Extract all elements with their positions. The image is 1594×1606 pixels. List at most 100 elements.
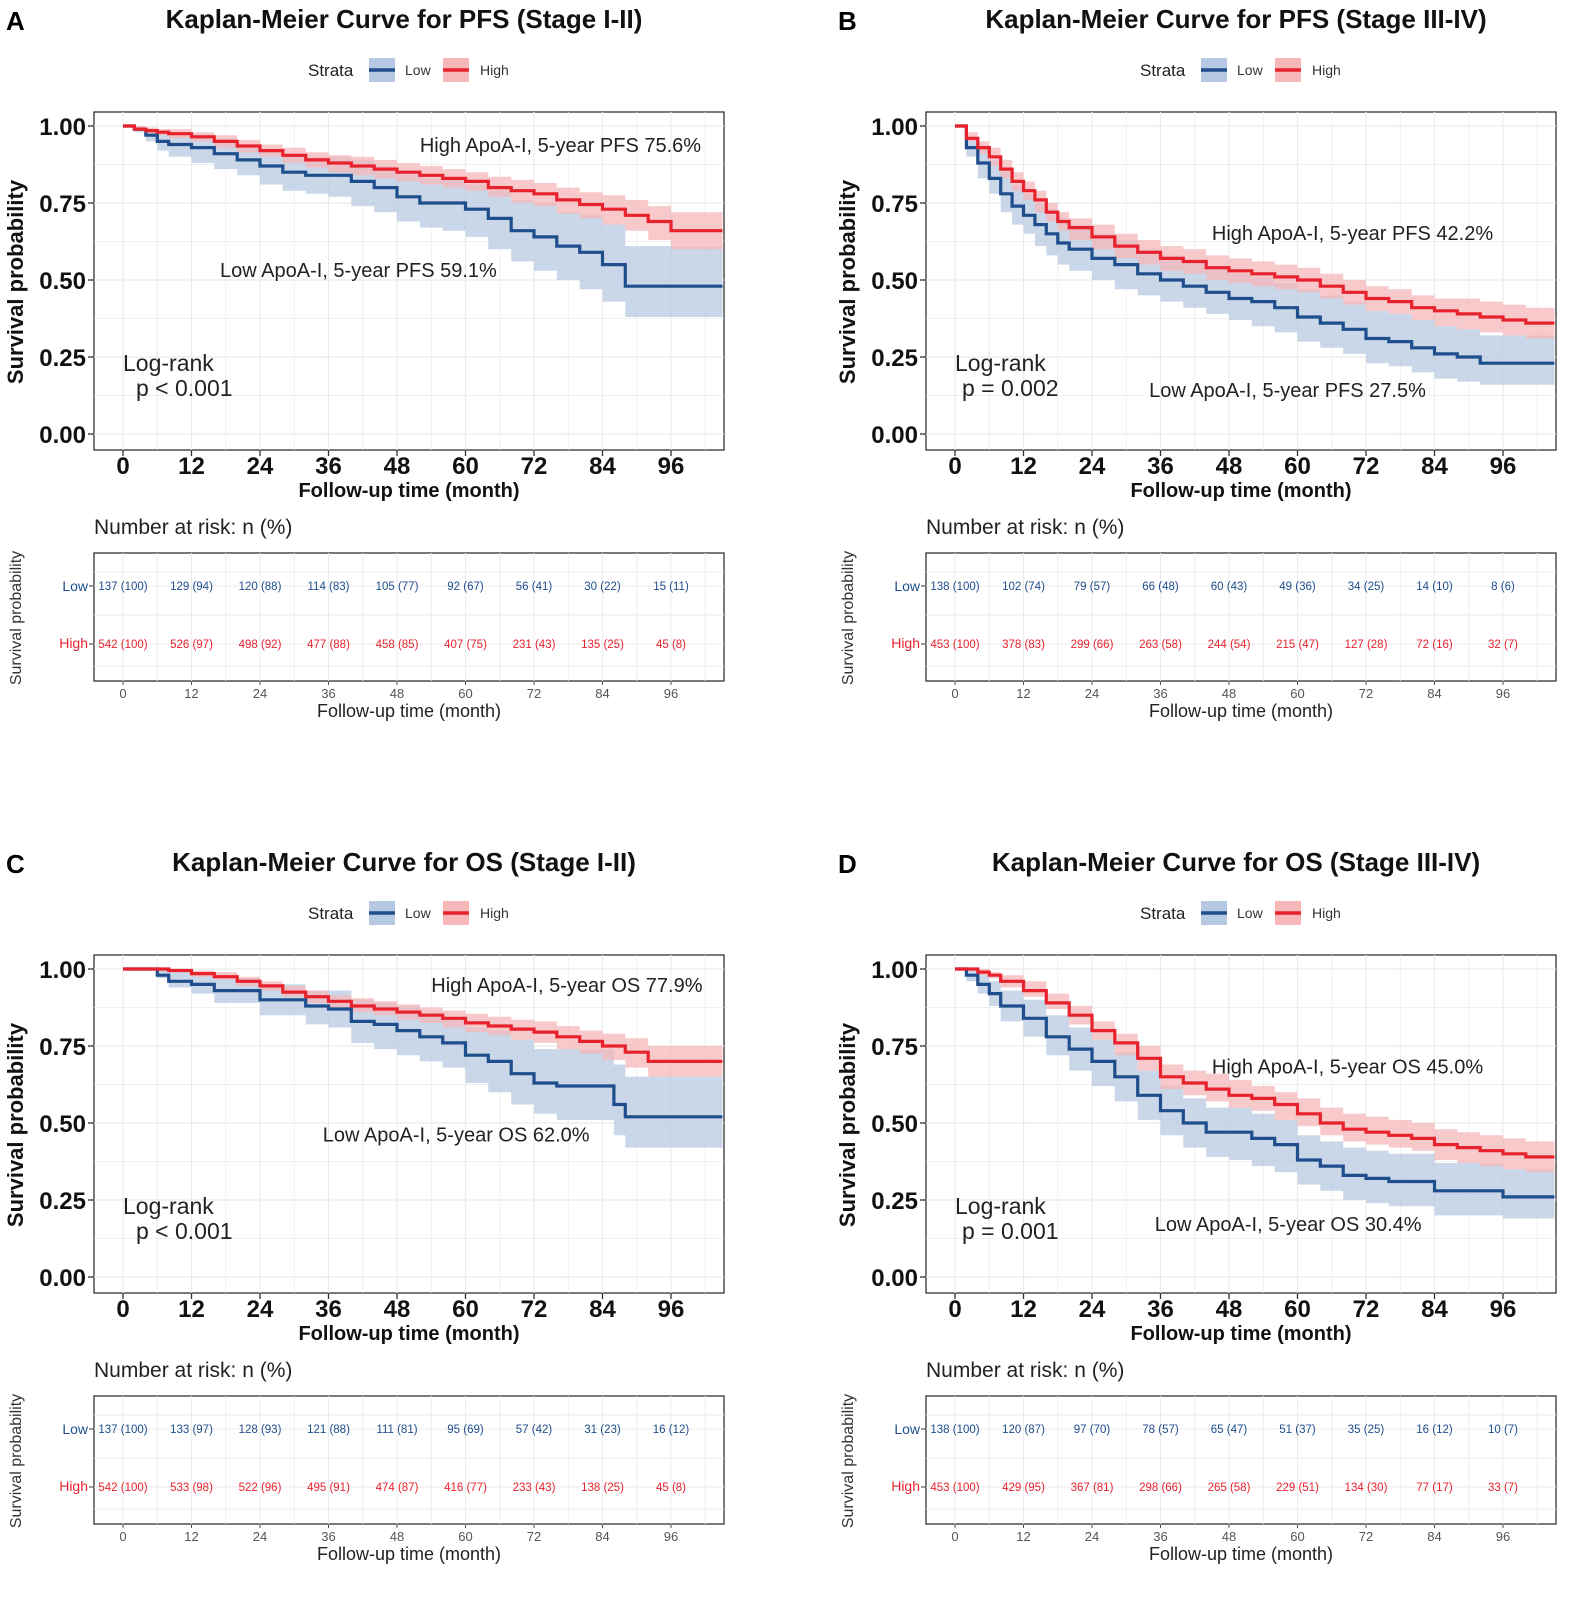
risk-cell-low: 30 (22) — [584, 581, 621, 593]
km-curve-high — [123, 124, 723, 233]
risk-x-axis-label: Follow-up time (month) — [317, 1544, 501, 1564]
risk-gridlines — [926, 553, 1556, 681]
legend-title: Strata — [1140, 904, 1186, 923]
risk-x-tick-label: 84 — [1427, 686, 1441, 701]
risk-cell-high: 416 (77) — [444, 1482, 487, 1494]
risk-x-tick-label: 0 — [119, 1529, 126, 1544]
x-tick-label: 72 — [1353, 1296, 1380, 1323]
risk-cell-low: 138 (100) — [930, 581, 979, 593]
risk-cell-low: 15 (11) — [653, 581, 689, 593]
risk-cell-low: 31 (23) — [584, 1424, 621, 1436]
risk-x-tick-label: 60 — [1290, 1529, 1304, 1544]
x-tick-label: 72 — [521, 1296, 548, 1323]
risk-x-tick-label: 96 — [1496, 1529, 1510, 1544]
legend-label-high: High — [1312, 62, 1341, 78]
y-axis-label: Survival probability — [835, 179, 860, 384]
risk-cell-high: 138 (25) — [581, 1482, 624, 1494]
annotation-low: Low ApoA-I, 5-year PFS 27.5% — [1149, 380, 1426, 402]
risk-cell-low: 8 (6) — [1491, 581, 1515, 593]
risk-x-tick-label: 84 — [595, 686, 609, 701]
x-axis-label: Follow-up time (month) — [1130, 1323, 1351, 1345]
risk-cell-high: 367 (81) — [1071, 1482, 1114, 1494]
risk-strata-high: High — [59, 1478, 88, 1494]
y-tick-label: 0.50 — [871, 1111, 918, 1138]
y-tick-label: 1.00 — [39, 114, 86, 141]
x-tick-label: 84 — [1421, 453, 1448, 480]
km-curve-low — [123, 124, 723, 288]
legend-label-high: High — [480, 905, 509, 921]
risk-x-tick-label: 72 — [527, 686, 541, 701]
risk-table-title: Number at risk: n (%) — [926, 1359, 1124, 1382]
risk-table-title: Number at risk: n (%) — [926, 516, 1124, 539]
risk-cell-low: 65 (47) — [1211, 1424, 1248, 1436]
risk-x-tick-label: 12 — [184, 686, 198, 701]
x-tick-label: 72 — [521, 453, 548, 480]
risk-cell-high: 45 (8) — [656, 639, 686, 651]
x-tick-label: 84 — [589, 453, 616, 480]
annotation-low: Low ApoA-I, 5-year PFS 59.1% — [220, 260, 497, 282]
chart-title: Kaplan-Meier Curve for OS (Stage I-II) — [172, 847, 636, 877]
x-tick-label: 72 — [1353, 453, 1380, 480]
risk-cell-high: 299 (66) — [1071, 639, 1114, 651]
risk-cell-high: 458 (85) — [376, 639, 419, 651]
risk-x-tick-label: 0 — [951, 1529, 958, 1544]
y-tick-label: 0.75 — [871, 191, 918, 218]
risk-cell-low: 49 (36) — [1279, 581, 1316, 593]
y-tick-label: 0.00 — [871, 1265, 918, 1292]
x-tick-label: 12 — [1010, 1296, 1037, 1323]
risk-cell-low: 137 (100) — [98, 1424, 147, 1436]
risk-table-title: Number at risk: n (%) — [94, 1359, 292, 1382]
risk-x-tick-label: 60 — [1290, 686, 1304, 701]
risk-table-frame — [93, 1395, 725, 1525]
x-tick-label: 60 — [452, 453, 479, 480]
panel-a: A Kaplan-Meier Curve for PFS (Stage I-II)… — [3, 4, 725, 721]
x-tick-label: 0 — [948, 1296, 961, 1323]
risk-cell-high: 298 (66) — [1139, 1482, 1182, 1494]
risk-cell-low: 128 (93) — [239, 1424, 282, 1436]
risk-cell-low: 57 (42) — [516, 1424, 553, 1436]
risk-x-tick-label: 72 — [1359, 686, 1373, 701]
x-tick-label: 60 — [1284, 453, 1311, 480]
risk-cell-low: 92 (67) — [447, 581, 484, 593]
risk-x-tick-label: 24 — [1085, 1529, 1099, 1544]
risk-cell-low: 10 (7) — [1488, 1424, 1518, 1436]
risk-cell-low: 79 (57) — [1074, 581, 1111, 593]
risk-cell-high: 45 (8) — [656, 1482, 686, 1494]
y-tick-label: 0.00 — [871, 422, 918, 449]
x-tick-label: 84 — [1421, 1296, 1448, 1323]
legend-title: Strata — [308, 61, 354, 80]
ci-band-low — [123, 126, 723, 317]
ci-band-low — [955, 969, 1555, 1219]
ci-band-high — [123, 126, 723, 250]
logrank-label: Log-rank — [955, 350, 1046, 376]
x-tick-label: 84 — [589, 1296, 616, 1323]
risk-x-tick-label: 36 — [1153, 686, 1167, 701]
legend-label-low: Low — [1237, 62, 1264, 78]
risk-cell-high: 542 (100) — [98, 639, 147, 651]
km-curve-low — [955, 967, 1555, 1199]
risk-cell-low: 105 (77) — [376, 581, 419, 593]
annotation-low: Low ApoA-I, 5-year OS 30.4% — [1155, 1214, 1422, 1236]
x-tick-label: 48 — [1216, 1296, 1243, 1323]
risk-cell-low: 133 (97) — [170, 1424, 213, 1436]
risk-cell-high: 72 (16) — [1416, 639, 1453, 651]
chart-title: Kaplan-Meier Curve for OS (Stage III-IV) — [992, 847, 1480, 877]
risk-x-tick-label: 48 — [1222, 686, 1236, 701]
risk-cell-low: 111 (81) — [376, 1424, 417, 1436]
risk-x-axis-label: Follow-up time (month) — [317, 701, 501, 721]
panel-letter: B — [838, 6, 857, 36]
risk-x-tick-label: 48 — [390, 1529, 404, 1544]
logrank-label: Log-rank — [955, 1193, 1046, 1219]
risk-cell-high: 498 (92) — [239, 639, 282, 651]
x-tick-label: 60 — [1284, 1296, 1311, 1323]
x-tick-label: 60 — [452, 1296, 479, 1323]
risk-y-axis-label: Survival probability — [840, 551, 857, 685]
risk-cell-high: 263 (58) — [1139, 639, 1182, 651]
risk-cell-low: 66 (48) — [1142, 581, 1179, 593]
legend-label-high: High — [480, 62, 509, 78]
annotation-high: High ApoA-I, 5-year PFS 75.6% — [420, 135, 701, 157]
risk-strata-low: Low — [62, 1421, 89, 1437]
risk-gridlines — [94, 1396, 724, 1524]
